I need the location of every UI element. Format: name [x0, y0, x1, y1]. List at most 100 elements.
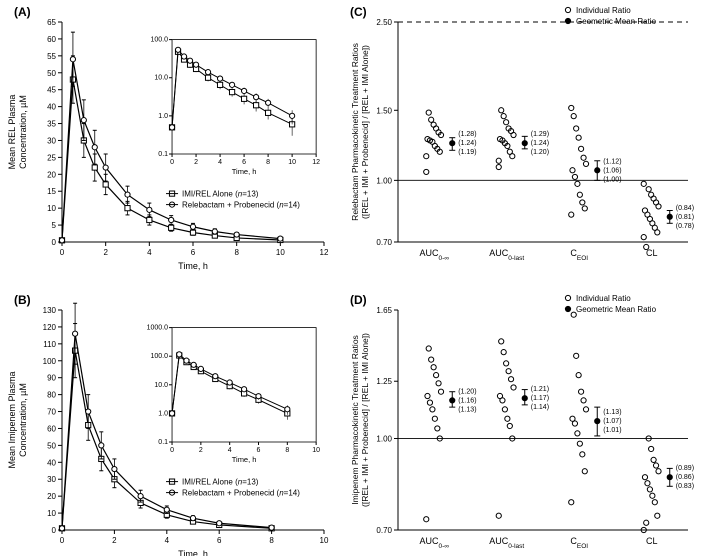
svg-text:(1.13): (1.13): [458, 406, 476, 413]
line-panel: (A)02468101205101520253035404550556065Ti…: [7, 5, 329, 271]
individual-ratio: [430, 407, 435, 412]
svg-text:(1.17): (1.17): [531, 395, 549, 402]
svg-text:1.0: 1.0: [158, 410, 168, 417]
svg-text:([REL + IMI + Probenecid] / [R: ([REL + IMI + Probenecid] / [REL + IMI A…: [360, 45, 370, 219]
svg-text:Relebactam + Probenecid (n=14): Relebactam + Probenecid (n=14): [182, 201, 300, 210]
svg-text:IMI/REL Alone (n=13): IMI/REL Alone (n=13): [182, 478, 259, 487]
individual-ratio: [583, 161, 588, 166]
individual-ratio: [581, 398, 586, 403]
individual-ratio: [574, 353, 579, 358]
svg-text:(1.12): (1.12): [603, 158, 621, 165]
individual-ratio: [641, 181, 646, 186]
svg-text:(1.00): (1.00): [603, 176, 621, 183]
svg-text:AUC0-∞: AUC0-∞: [420, 536, 450, 550]
individual-ratio: [424, 517, 429, 522]
individual-ratio: [511, 385, 516, 390]
line-panel: (B)0246810010203040506070809010011012013…: [7, 293, 329, 556]
svg-text:Concentration, µM: Concentration, µM: [18, 383, 28, 457]
individual-ratio: [645, 481, 650, 486]
svg-text:2.50: 2.50: [376, 18, 392, 27]
individual-ratio: [431, 365, 436, 370]
svg-text:60: 60: [47, 424, 56, 433]
svg-text:4: 4: [147, 248, 152, 257]
gmr-point: [450, 398, 455, 403]
svg-text:([REL + IMI + Probenecid] / [R: ([REL + IMI + Probenecid] / [REL + IMI A…: [360, 333, 370, 507]
individual-ratio: [652, 500, 657, 505]
svg-text:Imipenem Pharmacokinetic Treat: Imipenem Pharmacokinetic Treatment Ratio…: [350, 335, 360, 505]
svg-text:30: 30: [47, 136, 56, 145]
svg-text:4: 4: [218, 159, 222, 166]
svg-text:6: 6: [191, 248, 196, 257]
svg-text:Time, h: Time, h: [178, 549, 208, 556]
individual-ratio: [572, 174, 577, 179]
svg-text:2: 2: [112, 536, 117, 545]
svg-text:Time, h: Time, h: [232, 167, 257, 176]
individual-ratio: [507, 149, 512, 154]
individual-ratio: [574, 126, 579, 131]
gmr-point: [450, 141, 455, 146]
individual-ratio: [429, 357, 434, 362]
svg-text:1.00: 1.00: [376, 434, 392, 443]
svg-text:30: 30: [47, 475, 56, 484]
individual-ratio: [642, 208, 647, 213]
individual-ratio: [655, 513, 660, 518]
svg-text:AUC0-∞: AUC0-∞: [420, 248, 450, 262]
svg-text:12: 12: [320, 248, 329, 257]
svg-text:1.25: 1.25: [376, 377, 392, 386]
individual-ratio: [646, 187, 651, 192]
svg-text:0.1: 0.1: [158, 151, 168, 158]
gmr-point: [595, 419, 600, 424]
svg-text:40: 40: [47, 458, 56, 467]
svg-text:50: 50: [47, 441, 56, 450]
svg-text:(1.28): (1.28): [458, 131, 476, 138]
individual-ratio: [577, 192, 582, 197]
ratio-panel: (C)0.701.001.502.50AUC0-∞AUC0-lastCEOICL…: [350, 5, 694, 262]
individual-ratio: [506, 369, 511, 374]
svg-text:(1.29): (1.29): [531, 131, 549, 138]
svg-text:AUC0-last: AUC0-last: [489, 248, 524, 262]
individual-ratio: [424, 154, 429, 159]
svg-text:5: 5: [52, 221, 57, 230]
svg-text:60: 60: [47, 35, 56, 44]
svg-text:(1.14): (1.14): [531, 404, 549, 411]
svg-text:1.00: 1.00: [376, 176, 392, 185]
svg-text:0: 0: [170, 447, 174, 454]
svg-text:Concentration, µM: Concentration, µM: [18, 95, 28, 169]
svg-text:10.0: 10.0: [154, 75, 168, 82]
svg-text:50: 50: [47, 69, 56, 78]
individual-ratio: [647, 487, 652, 492]
individual-ratio: [581, 155, 586, 160]
svg-text:(0.78): (0.78): [676, 223, 694, 230]
svg-text:80: 80: [47, 391, 56, 400]
individual-ratio: [651, 196, 656, 201]
svg-text:100.0: 100.0: [151, 353, 169, 360]
individual-ratio: [653, 463, 658, 468]
svg-text:(1.19): (1.19): [458, 149, 476, 156]
individual-ratio: [651, 457, 656, 462]
svg-text:(1.07): (1.07): [603, 418, 621, 425]
individual-ratio: [507, 423, 512, 428]
individual-ratio: [504, 120, 509, 125]
svg-text:10: 10: [312, 447, 320, 454]
svg-text:65: 65: [47, 18, 56, 27]
svg-text:10: 10: [276, 248, 285, 257]
individual-ratio: [577, 441, 582, 446]
individual-ratio: [656, 469, 661, 474]
svg-text:(0.81): (0.81): [676, 214, 694, 221]
svg-text:1.65: 1.65: [376, 306, 392, 315]
svg-text:2: 2: [103, 248, 108, 257]
svg-text:Individual Ratio: Individual Ratio: [576, 6, 631, 15]
individual-ratio: [436, 381, 441, 386]
svg-text:1.0: 1.0: [158, 113, 168, 120]
individual-ratio: [496, 513, 501, 518]
svg-text:2: 2: [199, 447, 203, 454]
svg-text:120: 120: [43, 323, 57, 332]
svg-text:0: 0: [52, 238, 57, 247]
individual-ratio: [578, 146, 583, 151]
individual-ratio: [508, 377, 513, 382]
individual-ratio: [496, 158, 501, 163]
individual-ratio: [569, 500, 574, 505]
svg-text:10.0: 10.0: [154, 382, 168, 389]
individual-ratio: [570, 416, 575, 421]
individual-ratio: [583, 407, 588, 412]
